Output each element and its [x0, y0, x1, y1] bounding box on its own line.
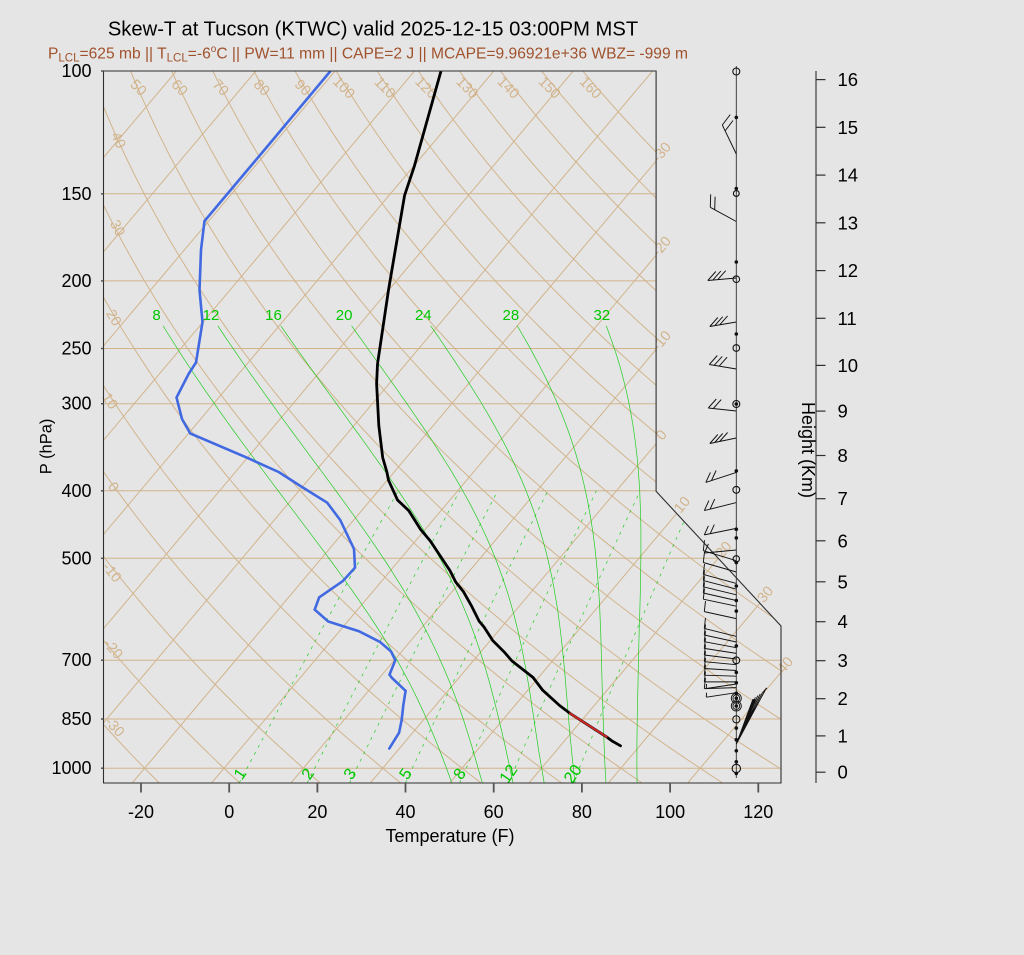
svg-text:200: 200 — [61, 271, 91, 291]
svg-text:14: 14 — [838, 165, 859, 186]
svg-text:13: 13 — [838, 212, 859, 233]
svg-text:2: 2 — [838, 688, 848, 709]
svg-text:12: 12 — [838, 260, 859, 281]
svg-text:8: 8 — [838, 445, 848, 466]
svg-text:24: 24 — [415, 307, 432, 324]
svg-text:20: 20 — [336, 307, 353, 324]
svg-text:PLCL=625 mb || TLCL=-6oC || PW: PLCL=625 mb || TLCL=-6oC || PW=11 mm || … — [48, 44, 688, 65]
svg-text:300: 300 — [61, 394, 91, 414]
svg-text:16: 16 — [838, 69, 859, 90]
svg-text:1000: 1000 — [51, 758, 91, 778]
svg-text:7: 7 — [838, 488, 848, 509]
svg-text:-20: -20 — [128, 802, 154, 822]
svg-text:10: 10 — [671, 494, 694, 517]
svg-text:5: 5 — [838, 571, 848, 592]
svg-text:0: 0 — [224, 802, 234, 822]
svg-text:10: 10 — [838, 355, 859, 376]
svg-text:40: 40 — [395, 802, 415, 822]
svg-text:11: 11 — [838, 308, 857, 329]
svg-text:15: 15 — [838, 117, 859, 138]
svg-text:100: 100 — [61, 61, 91, 81]
svg-text:3: 3 — [838, 650, 848, 671]
svg-text:20: 20 — [102, 307, 124, 329]
svg-text:850: 850 — [61, 709, 91, 729]
svg-text:12: 12 — [203, 307, 220, 324]
svg-text:100: 100 — [655, 802, 685, 822]
svg-text:P (hPa): P (hPa) — [38, 419, 56, 475]
svg-text:400: 400 — [61, 481, 91, 501]
svg-text:30: 30 — [755, 583, 778, 606]
svg-text:28: 28 — [503, 307, 520, 324]
svg-text:Skew-T at Tucson (KTWC) valid: Skew-T at Tucson (KTWC) valid 2025-12-15… — [108, 19, 638, 41]
svg-text:20: 20 — [307, 802, 327, 822]
svg-text:8: 8 — [152, 307, 160, 324]
svg-text:0: 0 — [838, 762, 848, 783]
svg-text:150: 150 — [61, 184, 91, 204]
svg-text:500: 500 — [61, 548, 91, 568]
svg-text:120: 120 — [743, 802, 773, 822]
svg-text:60: 60 — [484, 802, 504, 822]
svg-text:1: 1 — [838, 725, 848, 746]
svg-text:4: 4 — [838, 611, 848, 632]
svg-text:250: 250 — [61, 339, 91, 359]
svg-text:32: 32 — [594, 307, 611, 324]
svg-text:Temperature (F): Temperature (F) — [385, 826, 514, 846]
svg-text:40: 40 — [107, 130, 128, 151]
svg-text:Height (Km): Height (Km) — [798, 402, 818, 498]
svg-text:40: 40 — [774, 654, 797, 677]
svg-text:6: 6 — [838, 530, 848, 551]
svg-text:9: 9 — [838, 401, 848, 422]
svg-text:30: 30 — [106, 218, 128, 240]
svg-text:16: 16 — [265, 307, 282, 324]
svg-text:700: 700 — [61, 650, 91, 670]
svg-text:80: 80 — [572, 802, 592, 822]
